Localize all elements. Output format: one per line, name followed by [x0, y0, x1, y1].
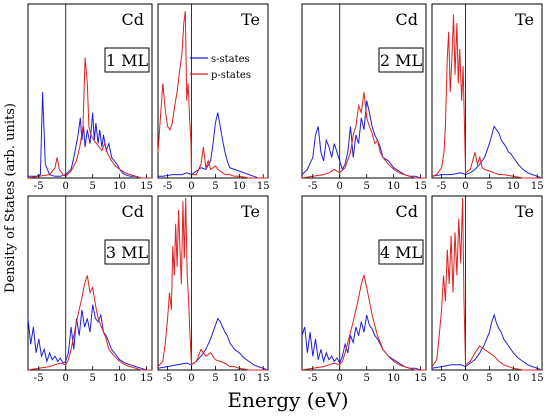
dos-curve-s-states [27, 304, 152, 371]
x-tick-label: 10 [113, 181, 126, 192]
dos-curve-p-states [27, 275, 152, 371]
dos-curve-p-states [157, 197, 268, 371]
x-tick-label: 15 [414, 373, 427, 384]
x-tick-label: 10 [387, 373, 400, 384]
x-tick-label: 15 [257, 181, 270, 192]
x-tick-label: 0 [188, 181, 194, 192]
panel-title: Te [241, 202, 260, 221]
panel-frame [27, 3, 153, 179]
panel-frame [27, 195, 153, 371]
x-tick-label: 0 [337, 373, 343, 384]
x-tick-label: -5 [163, 181, 173, 192]
x-tick-label: 15 [531, 373, 544, 384]
x-tick-label: 5 [90, 373, 96, 384]
dos-curve-p-states [431, 197, 542, 371]
x-tick-label: -5 [34, 181, 44, 192]
layer-label-box [378, 47, 424, 73]
dos-panel: -5 0 5 10 15 Cd 4 ML [301, 195, 427, 384]
x-tick-label: 0 [462, 181, 468, 192]
x-tick-label: 5 [212, 373, 218, 384]
panels-group: -5 0 5 10 15 Cd 1 ML -5 0 5 10 15 Te s-states p-states… [27, 3, 544, 384]
x-tick-label: 10 [233, 373, 246, 384]
x-tick-label: 0 [337, 181, 343, 192]
x-tick-label: 0 [63, 373, 69, 384]
dos-curve-s-states [28, 91, 152, 179]
dos-curve-p-states [301, 273, 426, 371]
x-tick-label: 10 [233, 181, 246, 192]
panel-frame [157, 195, 269, 371]
dos-panel: -5 0 5 10 15 Cd 3 ML [27, 195, 153, 384]
x-axis-title: Energy (eV) [227, 388, 348, 412]
x-tick-label: 0 [188, 373, 194, 384]
x-tick-label: 10 [507, 373, 520, 384]
x-tick-label: 10 [387, 181, 400, 192]
panel-frame [301, 195, 427, 371]
layer-label: 2 ML [380, 51, 423, 70]
dos-panel: -5 0 5 10 15 Te [157, 195, 270, 384]
layer-label: 3 ML [106, 243, 149, 262]
x-tick-label: 5 [212, 181, 218, 192]
x-tick-label: 0 [462, 373, 468, 384]
dos-curve-s-states [431, 125, 543, 179]
dos-curve-s-states [301, 100, 426, 179]
dos-curve-p-states [27, 57, 152, 179]
layer-label-box [104, 47, 150, 73]
panel-title: Cd [396, 10, 418, 29]
dos-curve-s-states [158, 112, 268, 179]
dos-panel: -5 0 5 10 15 Te [431, 3, 544, 192]
dos-panel: -5 0 5 10 15 Te s-states p-states [157, 3, 270, 192]
x-tick-label: 15 [140, 373, 153, 384]
layer-label-box [378, 239, 424, 265]
panel-frame [431, 195, 543, 371]
dos-curve-s-states [431, 313, 543, 371]
panel-title: Cd [122, 10, 144, 29]
x-tick-label: 10 [113, 373, 126, 384]
layer-label: 4 ML [380, 243, 423, 262]
panel-title: Te [515, 202, 534, 221]
x-tick-label: 15 [531, 181, 544, 192]
x-tick-label: 5 [364, 373, 370, 384]
dos-curve-s-states [157, 317, 269, 371]
panel-frame [301, 3, 427, 179]
dos-curve-p-states [431, 14, 542, 179]
x-tick-label: -5 [437, 181, 447, 192]
x-tick-label: 15 [140, 181, 153, 192]
layer-label-box [104, 239, 150, 265]
dos-curve-p-states [157, 11, 268, 179]
x-tick-label: -5 [437, 373, 447, 384]
x-tick-label: 5 [364, 181, 370, 192]
panel-title: Cd [396, 202, 418, 221]
panel-title: Te [515, 10, 534, 29]
x-tick-label: -5 [308, 373, 318, 384]
dos-panel: -5 0 5 10 15 Te [431, 195, 544, 384]
x-tick-label: -5 [308, 181, 318, 192]
dos-curve-s-states [301, 314, 426, 371]
x-tick-label: -5 [34, 373, 44, 384]
x-tick-label: 5 [486, 181, 492, 192]
x-tick-label: 15 [257, 373, 270, 384]
x-tick-label: -5 [163, 373, 173, 384]
legend-label: s-states [211, 54, 250, 65]
layer-label: 1 ML [106, 51, 149, 70]
panel-title: Te [241, 10, 260, 29]
x-tick-label: 5 [486, 373, 492, 384]
panel-frame [157, 3, 269, 179]
legend-label: p-states [211, 70, 251, 81]
y-axis-title: Density of States (arb. units) [3, 103, 18, 293]
x-tick-label: 10 [507, 181, 520, 192]
x-tick-label: 15 [414, 181, 427, 192]
x-tick-label: 0 [63, 181, 69, 192]
dos-panel: -5 0 5 10 15 Cd 1 ML [27, 3, 153, 192]
dos-panel: -5 0 5 10 15 Cd 2 ML [301, 3, 427, 192]
panel-title: Cd [122, 202, 144, 221]
x-tick-label: 5 [90, 181, 96, 192]
dos-curve-p-states [301, 91, 426, 179]
